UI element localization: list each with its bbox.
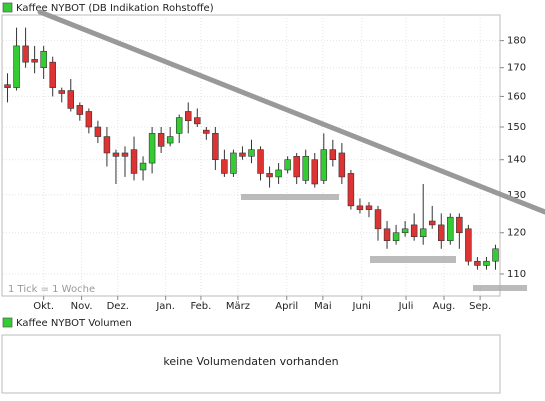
candle-body bbox=[438, 224, 445, 241]
candle-body bbox=[139, 162, 147, 171]
volume-title: Kaffee NYBOT Volumen bbox=[16, 318, 132, 329]
candle-body bbox=[392, 232, 400, 241]
candle-body bbox=[401, 228, 409, 234]
candle-body bbox=[4, 84, 11, 88]
candle-body bbox=[275, 169, 282, 178]
candle-body bbox=[85, 111, 93, 128]
candle-body bbox=[49, 61, 56, 88]
support-zones bbox=[241, 194, 527, 291]
support-zone bbox=[370, 256, 456, 263]
candle-body bbox=[148, 133, 156, 164]
y-tick-label: 180 bbox=[507, 36, 526, 47]
candle-body bbox=[166, 136, 174, 144]
x-tick-label: Mai bbox=[314, 301, 332, 312]
candle-body bbox=[185, 111, 192, 122]
candle-body bbox=[239, 152, 246, 157]
candle-body bbox=[483, 260, 490, 266]
volume-message: keine Volumendaten vorhanden bbox=[163, 355, 338, 368]
candle-body bbox=[13, 45, 20, 88]
x-tick-label: Dez. bbox=[107, 301, 129, 312]
y-tick-label: 150 bbox=[507, 122, 526, 133]
candle-body bbox=[112, 152, 120, 157]
candle-body bbox=[338, 152, 346, 178]
candle-body bbox=[383, 228, 391, 241]
candle-body bbox=[293, 156, 300, 178]
candle-body bbox=[447, 216, 454, 241]
candle-body bbox=[76, 105, 84, 115]
candle-body bbox=[419, 228, 427, 237]
candle-body bbox=[410, 224, 418, 237]
candle-body bbox=[248, 149, 255, 157]
support-zone bbox=[241, 194, 339, 200]
note: 1 Tick = 1 Woche bbox=[8, 284, 95, 295]
volume-panel bbox=[1, 334, 501, 394]
x-tick-label: Juli bbox=[398, 301, 414, 312]
candle-body bbox=[58, 90, 65, 94]
candle-body bbox=[67, 90, 75, 109]
candle-body bbox=[284, 159, 291, 171]
candle-body bbox=[356, 205, 364, 210]
candle-body bbox=[266, 173, 273, 178]
candle-body bbox=[31, 59, 38, 63]
candle-body bbox=[40, 50, 47, 68]
candle-body bbox=[465, 228, 472, 262]
candle-body bbox=[329, 149, 337, 160]
candle-body bbox=[456, 216, 463, 234]
x-tick-label: Sep. bbox=[469, 301, 491, 312]
candle-body bbox=[320, 149, 328, 181]
x-tick-label: Jan. bbox=[155, 301, 175, 312]
candle-body bbox=[103, 136, 111, 154]
x-tick-label: Juni bbox=[352, 301, 371, 312]
support-zone bbox=[473, 285, 527, 291]
candle-body bbox=[474, 260, 481, 266]
candle-body bbox=[492, 248, 499, 262]
y-tick-label: 160 bbox=[507, 91, 526, 102]
candle-body bbox=[94, 126, 102, 137]
x-tick-label: Aug. bbox=[433, 301, 456, 312]
legend-swatch bbox=[2, 317, 13, 328]
legend-label: Kaffee NYBOT (DB Indikation Rohstoffe) bbox=[16, 3, 214, 14]
candle-body bbox=[374, 209, 382, 230]
candle-body bbox=[221, 159, 228, 174]
candle-body bbox=[302, 156, 309, 181]
x-tick-label: März bbox=[226, 301, 250, 312]
candle-body bbox=[194, 117, 201, 125]
candle-body bbox=[257, 149, 264, 174]
candle-body bbox=[311, 159, 318, 185]
candle-body bbox=[22, 45, 29, 63]
candle-body bbox=[121, 152, 129, 157]
candle-body bbox=[157, 133, 165, 147]
candle-body bbox=[230, 152, 237, 174]
legend-swatch bbox=[2, 2, 13, 13]
y-tick-label: 110 bbox=[507, 269, 526, 280]
candle-body bbox=[175, 117, 183, 134]
candle-body bbox=[203, 129, 210, 134]
candle-body bbox=[347, 173, 355, 207]
y-tick-label: 130 bbox=[507, 190, 526, 201]
candle-body bbox=[365, 205, 373, 210]
trend-line bbox=[37, 9, 545, 215]
y-tick-label: 170 bbox=[507, 63, 526, 74]
x-tick-label: April bbox=[275, 301, 298, 312]
x-tick-label: Okt. bbox=[33, 301, 54, 312]
x-tick-label: Feb. bbox=[190, 301, 211, 312]
x-tick-label: Nov. bbox=[71, 301, 93, 312]
y-tick-label: 120 bbox=[507, 228, 526, 239]
candle-body bbox=[212, 133, 219, 160]
candle-body bbox=[428, 220, 436, 226]
candle-body bbox=[130, 149, 138, 174]
y-tick-label: 140 bbox=[507, 155, 526, 166]
